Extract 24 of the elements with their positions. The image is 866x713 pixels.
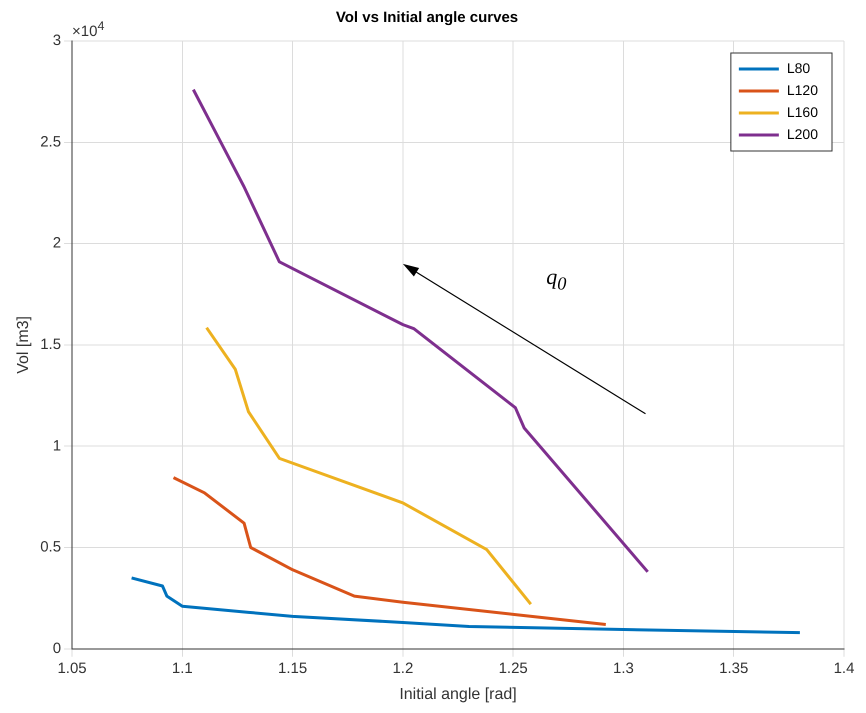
legend-label: L200 (786, 126, 818, 142)
chart-title: Vol vs Initial angle curves (336, 9, 518, 26)
x-tick-label: 1.25 (498, 660, 528, 677)
y-tick-label: 2.5 (40, 133, 62, 150)
x-tick-label: 1.3 (613, 660, 634, 677)
annotation: q$_{0}$ (546, 264, 566, 294)
x-tick-label: 1.15 (278, 660, 308, 677)
y-tick-label: 1.5 (40, 336, 62, 354)
x-tick-label: 1.4 (834, 660, 854, 677)
x-tick-label: 1.2 (392, 660, 414, 677)
x-tick-label: 1.35 (719, 660, 748, 677)
y-tick-label: 3 (52, 32, 62, 50)
x-axis-title: Initial angle [rad] (399, 686, 517, 703)
y-tick-label: 1 (52, 437, 62, 454)
y-tick-label: 0.5 (40, 538, 62, 556)
x-tick-label: 1.1 (172, 660, 193, 677)
legend-label: L120 (786, 82, 818, 98)
legend-label: L160 (786, 104, 818, 120)
y-axis-title: Vol [m3] (15, 316, 32, 374)
y-tick-label: 2 (52, 234, 62, 252)
x-tick-label: 1.05 (57, 660, 87, 677)
text: ×10$^{4}$ (72, 19, 104, 40)
y-tick-label: 0 (52, 640, 62, 657)
legend-label: L80 (786, 60, 810, 76)
